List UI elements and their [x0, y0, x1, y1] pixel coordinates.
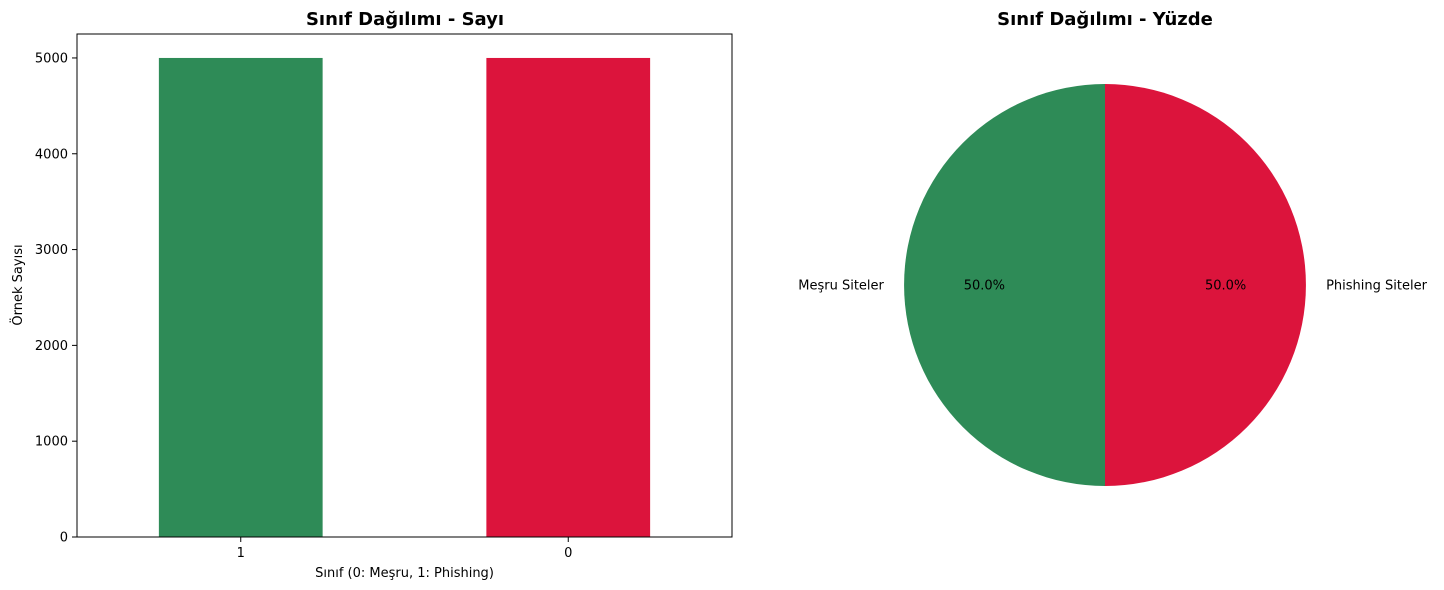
pie-label: Phishing Siteler — [1326, 279, 1428, 294]
x-tick-label: 1 — [237, 546, 245, 561]
y-tick-label: 1000 — [35, 435, 68, 450]
pie-marks: Meşru Siteler 50.0% Phishing Siteler 50.0% — [798, 84, 1428, 486]
pie-label: Meşru Siteler — [798, 279, 884, 294]
bar-marks — [158, 57, 651, 537]
bar-y-ticks: 0 1000 2000 3000 4000 5000 — [35, 51, 77, 546]
y-tick-label: 0 — [60, 531, 68, 546]
y-tick-label: 5000 — [35, 51, 68, 66]
bar-chart-title: Sınıf Dağılımı - Sayı — [306, 9, 504, 30]
bar-x-axis-label: Sınıf (0: Meşru, 1: Phishing) — [315, 566, 494, 581]
bar-axes-frame — [76, 33, 733, 538]
bar-1 — [158, 57, 323, 537]
pie-percent-label: 50.0% — [964, 279, 1005, 294]
pie-chart: Sınıf Dağılımı - Yüzde Meşru Siteler 50.0… — [798, 9, 1428, 486]
pie-slice — [904, 84, 1105, 486]
bar-chart: Sınıf Dağılımı - Sayı 0 1000 2000 3000 4000 5… — [9, 9, 733, 581]
y-tick-label: 2000 — [35, 339, 68, 354]
x-tick-label: 0 — [564, 546, 572, 561]
y-tick-label: 4000 — [35, 147, 68, 162]
pie-chart-title: Sınıf Dağılımı - Yüzde — [997, 9, 1213, 30]
pie-percent-label: 50.0% — [1205, 279, 1246, 294]
y-tick-label: 3000 — [35, 243, 68, 258]
bar-y-axis-label: Örnek Sayısı — [9, 244, 26, 325]
pie-slice — [1105, 84, 1306, 486]
bar-0 — [486, 57, 651, 537]
